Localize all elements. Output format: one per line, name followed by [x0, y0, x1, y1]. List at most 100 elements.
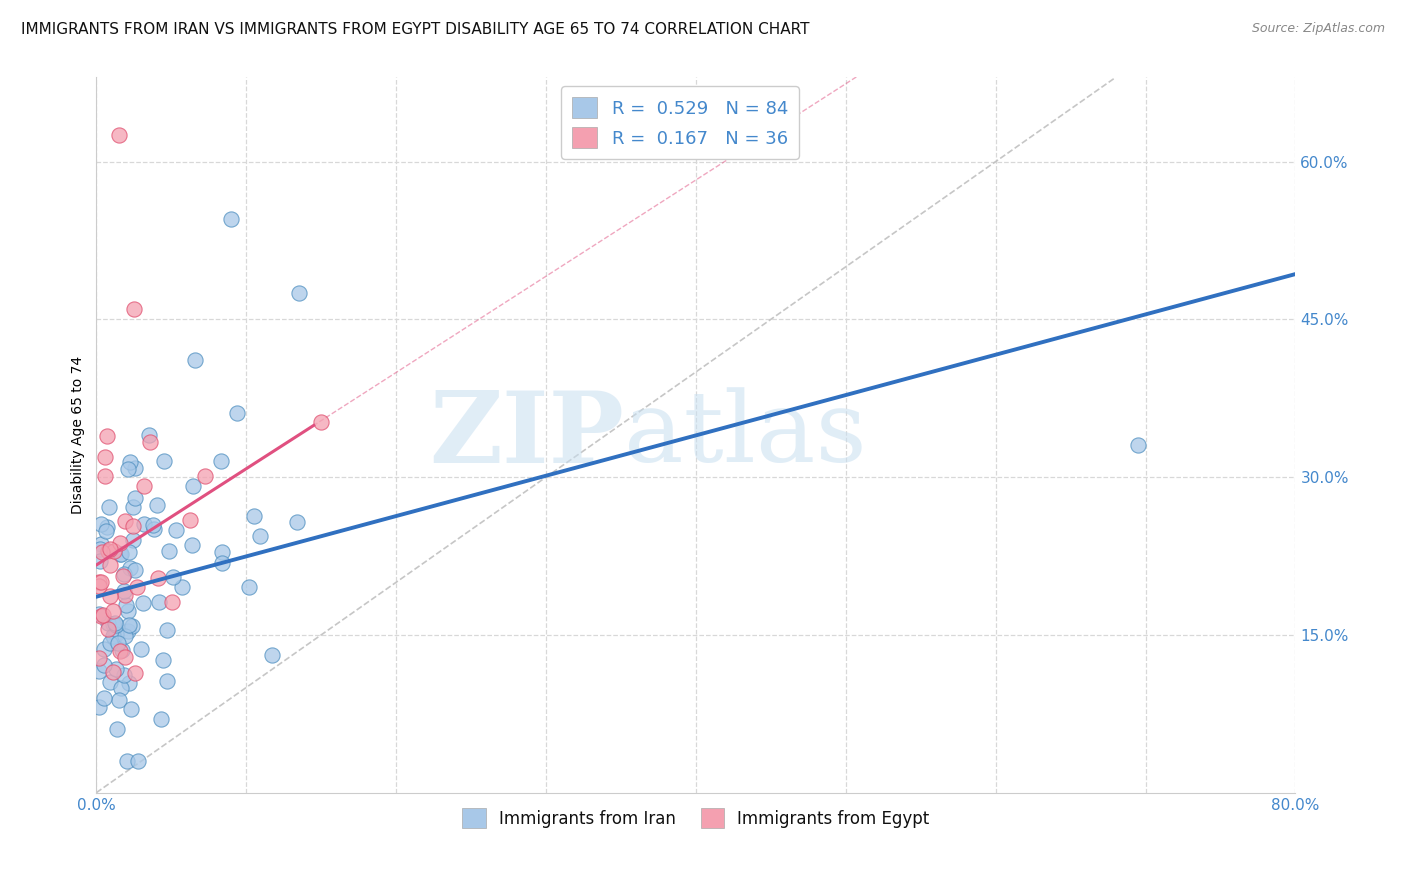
Point — [118, 676, 141, 690]
Point — [110, 548, 132, 562]
Point — [132, 595, 155, 609]
Point — [124, 491, 146, 505]
Point — [114, 650, 136, 665]
Point — [309, 415, 332, 429]
Point — [141, 518, 163, 533]
Point — [97, 615, 120, 630]
Point — [170, 580, 193, 594]
Point — [148, 594, 170, 608]
Text: atlas: atlas — [624, 387, 866, 483]
Point — [114, 629, 136, 643]
Point — [98, 542, 121, 557]
Point — [107, 635, 129, 649]
Point — [93, 642, 115, 657]
Point — [262, 648, 284, 662]
Point — [90, 609, 112, 624]
Point — [211, 545, 233, 559]
Point — [104, 617, 127, 632]
Point — [91, 545, 114, 559]
Point — [90, 516, 112, 531]
Point — [93, 658, 115, 673]
Point — [94, 524, 117, 538]
Point — [97, 500, 120, 515]
Point — [127, 754, 149, 768]
Point — [124, 461, 146, 475]
Point — [105, 627, 128, 641]
Point — [105, 723, 128, 737]
Point — [121, 619, 143, 633]
Point — [91, 608, 114, 623]
Point — [97, 544, 120, 558]
Point — [179, 513, 201, 527]
Text: IMMIGRANTS FROM IRAN VS IMMIGRANTS FROM EGYPT DISABILITY AGE 65 TO 74 CORRELATIO: IMMIGRANTS FROM IRAN VS IMMIGRANTS FROM … — [21, 22, 810, 37]
Point — [157, 544, 180, 558]
Point — [143, 522, 166, 536]
Point — [285, 516, 308, 530]
Point — [181, 478, 204, 492]
Point — [122, 519, 145, 533]
Point — [97, 622, 120, 636]
Point — [114, 599, 136, 613]
Point — [93, 450, 115, 464]
Point — [138, 428, 160, 442]
Point — [209, 454, 232, 468]
Point — [89, 699, 111, 714]
Point — [117, 624, 139, 638]
Point — [110, 681, 132, 696]
Point — [121, 533, 143, 547]
Point — [152, 652, 174, 666]
Point — [139, 435, 162, 450]
Point — [132, 478, 155, 492]
Point — [124, 665, 146, 680]
Point — [152, 454, 174, 468]
Point — [156, 673, 179, 688]
Point — [165, 523, 187, 537]
Point — [127, 580, 149, 594]
Point — [162, 570, 184, 584]
Point — [89, 650, 111, 665]
Point — [242, 508, 264, 523]
Point — [110, 643, 132, 657]
Point — [129, 641, 152, 656]
Point — [110, 644, 132, 658]
Point — [112, 567, 135, 582]
Text: ZIP: ZIP — [429, 386, 624, 483]
Point — [101, 616, 124, 631]
Y-axis label: Disability Age 65 to 74: Disability Age 65 to 74 — [72, 356, 86, 514]
Point — [117, 545, 139, 559]
Point — [96, 429, 118, 443]
Point — [1126, 438, 1149, 452]
Point — [90, 574, 112, 589]
Point — [118, 617, 141, 632]
Point — [114, 584, 136, 599]
Point — [98, 675, 121, 690]
Point — [94, 469, 117, 483]
Point — [112, 569, 135, 583]
Point — [150, 712, 173, 726]
Point — [121, 500, 143, 515]
Point — [103, 544, 125, 558]
Point — [211, 556, 233, 570]
Point — [103, 629, 125, 643]
Point — [225, 406, 247, 420]
Point — [115, 754, 138, 768]
Point — [114, 514, 136, 528]
Point — [249, 529, 271, 543]
Point — [89, 664, 111, 678]
Point — [238, 580, 260, 594]
Point — [134, 516, 156, 531]
Point — [156, 623, 179, 637]
Point — [108, 536, 131, 550]
Point — [108, 128, 131, 143]
Point — [89, 575, 111, 590]
Point — [120, 561, 142, 575]
Point — [120, 702, 142, 716]
Point — [145, 499, 167, 513]
Point — [114, 668, 136, 682]
Point — [180, 538, 202, 552]
Point — [89, 554, 111, 568]
Point — [93, 691, 115, 706]
Point — [89, 537, 111, 551]
Point — [98, 558, 121, 573]
Legend: Immigrants from Iran, Immigrants from Egypt: Immigrants from Iran, Immigrants from Eg… — [456, 802, 936, 834]
